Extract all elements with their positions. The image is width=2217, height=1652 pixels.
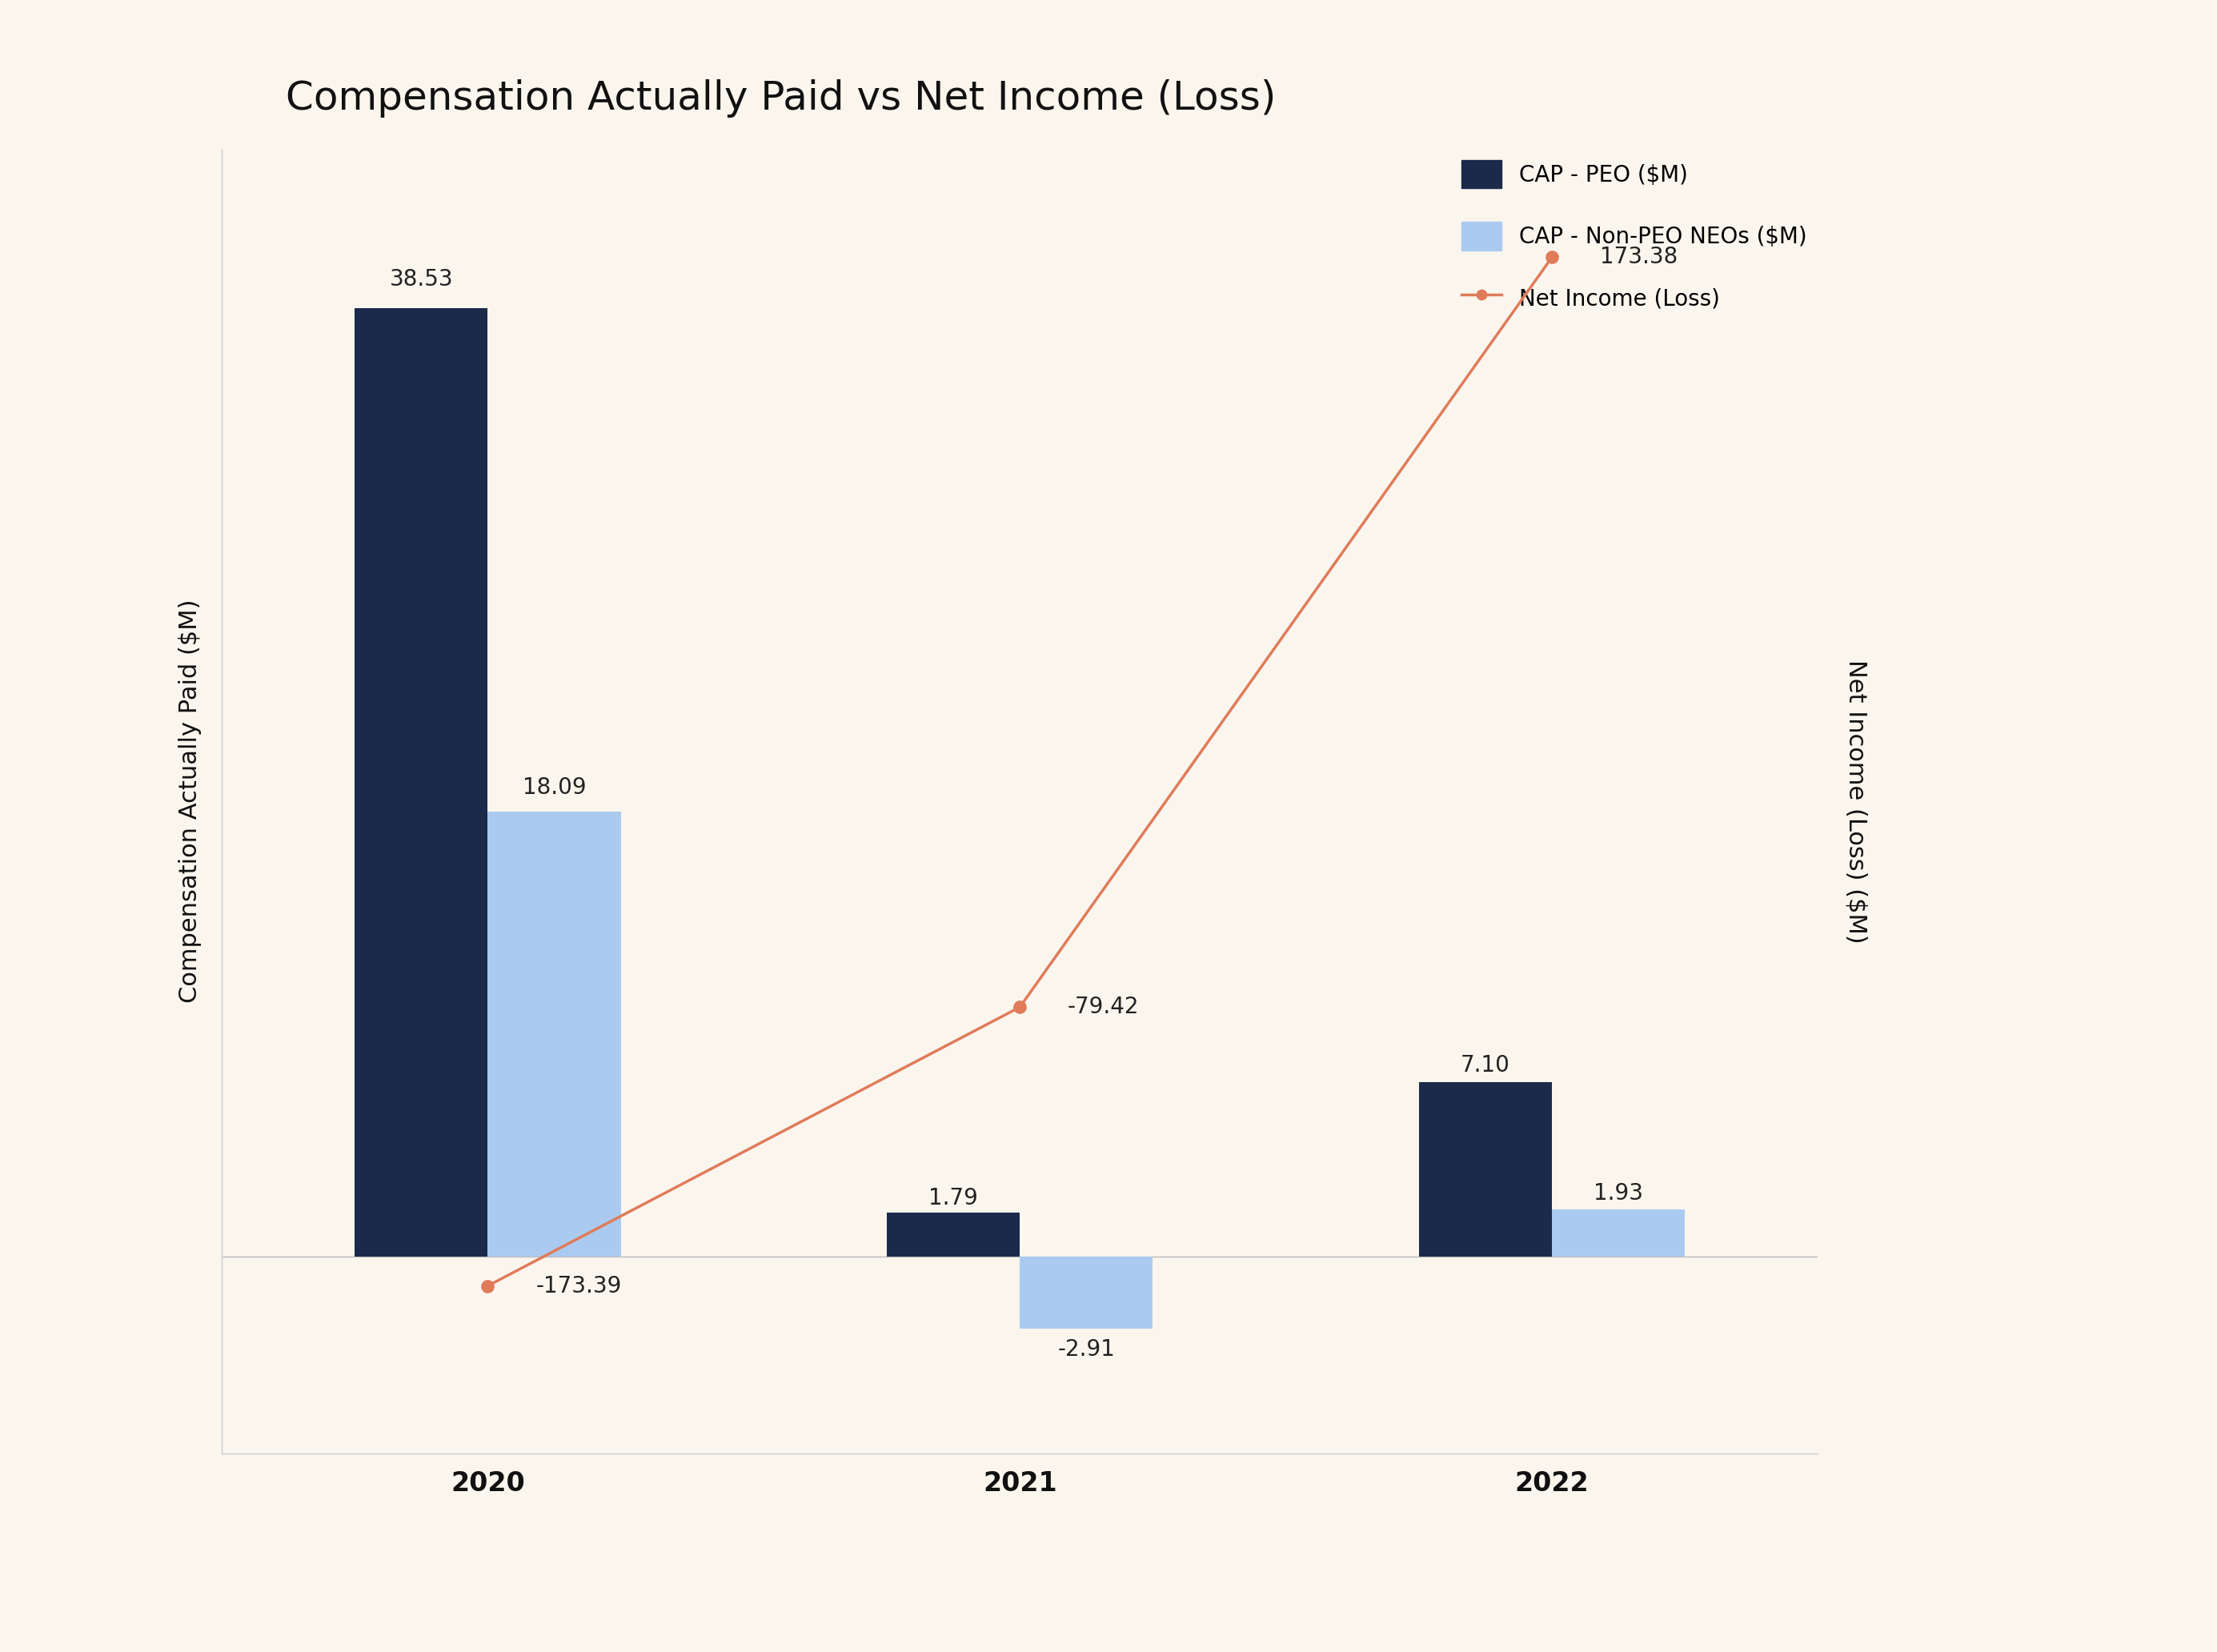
Bar xyxy=(1419,1082,1552,1257)
Y-axis label: Compensation Actually Paid ($M): Compensation Actually Paid ($M) xyxy=(180,600,202,1003)
Legend: CAP - PEO ($M), CAP - Non-PEO NEOs ($M), Net Income (Loss): CAP - PEO ($M), CAP - Non-PEO NEOs ($M),… xyxy=(1461,160,1807,312)
Text: -2.91: -2.91 xyxy=(1058,1338,1115,1361)
Bar xyxy=(355,307,488,1257)
Bar xyxy=(1020,1257,1153,1328)
Text: 7.10: 7.10 xyxy=(1461,1054,1510,1077)
Text: Compensation Actually Paid vs Net Income (Loss): Compensation Actually Paid vs Net Income… xyxy=(286,79,1277,117)
Y-axis label: Net Income (Loss) ($M): Net Income (Loss) ($M) xyxy=(1845,659,1869,943)
Text: 1.79: 1.79 xyxy=(929,1188,978,1209)
Text: 173.38: 173.38 xyxy=(1601,246,1678,269)
Bar xyxy=(1552,1209,1685,1257)
Text: -79.42: -79.42 xyxy=(1069,996,1140,1018)
Text: 1.93: 1.93 xyxy=(1594,1183,1643,1204)
Text: 18.09: 18.09 xyxy=(523,776,585,800)
Bar xyxy=(887,1213,1020,1257)
Bar xyxy=(488,811,621,1257)
Text: -173.39: -173.39 xyxy=(537,1275,621,1297)
Text: 38.53: 38.53 xyxy=(390,268,452,291)
